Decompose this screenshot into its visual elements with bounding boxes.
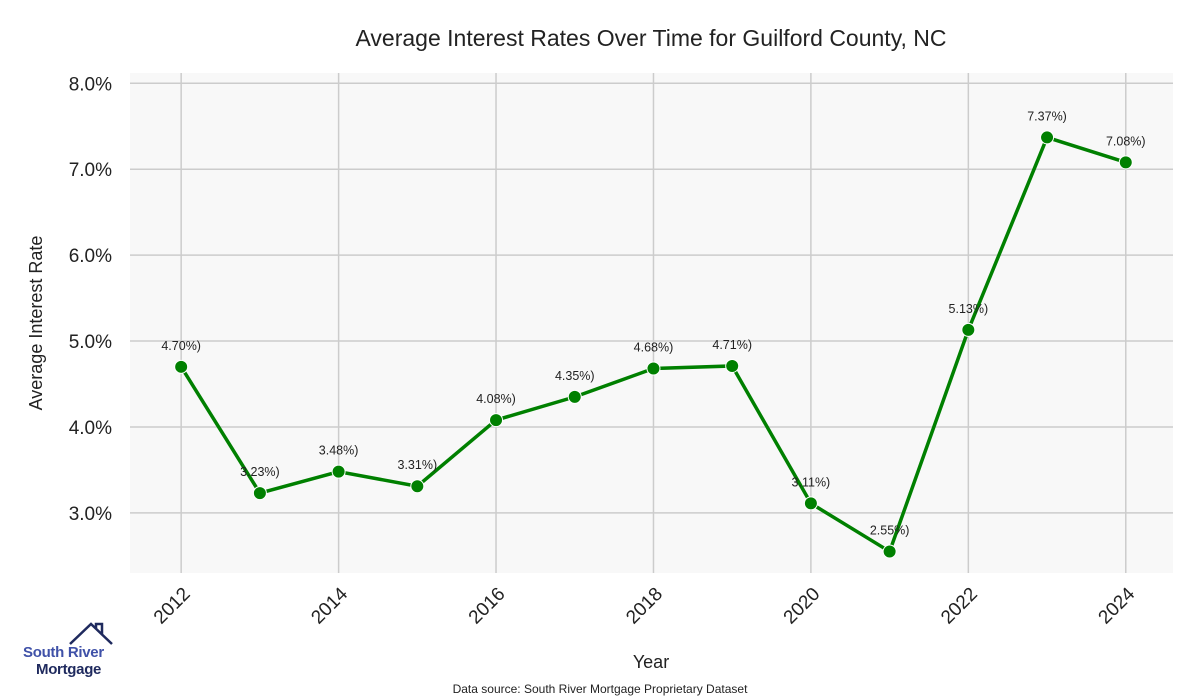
data-label: 3.11%) [792,475,831,489]
data-point [882,544,897,559]
data-point [331,464,346,479]
data-source-note: Data source: South River Mortgage Propri… [453,682,748,696]
y-tick-label: 8.0% [69,74,112,95]
data-label: 4.71%) [712,338,752,352]
data-point [174,359,189,374]
data-point [1040,130,1055,145]
x-axis-label: Year [633,652,669,672]
x-tick-label: 2024 [1095,583,1140,628]
y-tick-label: 5.0% [69,332,112,353]
data-point [1118,155,1133,170]
x-tick-label: 2012 [150,584,195,629]
y-tick-label: 3.0% [69,504,112,525]
data-point [803,496,818,511]
data-point [489,413,504,428]
y-axis-label: Average Interest Rate [26,236,46,411]
data-label: 2.55%) [870,524,910,538]
data-point [646,361,661,376]
x-tick-label: 2018 [622,584,667,629]
data-label: 4.35%) [555,369,595,383]
data-label: 7.37%) [1027,109,1067,123]
x-tick-label: 2016 [465,584,510,629]
logo-line-2: Mortgage [36,661,102,678]
south-river-mortgage-logo: South River Mortgage [20,622,115,682]
x-tick-label: 2014 [307,583,352,628]
data-point [725,358,740,373]
data-points [174,130,1133,559]
house-roof-icon [69,622,113,645]
data-label: 3.48%) [319,444,359,458]
data-point [410,479,425,494]
data-point [252,486,267,501]
data-label: 3.31%) [398,458,438,472]
chart-title: Average Interest Rates Over Time for Gui… [356,25,947,51]
data-point [961,322,976,337]
data-label: 4.68%) [634,341,674,355]
y-tick-label: 4.0% [69,418,112,439]
grid [130,73,1173,573]
data-label: 7.08%) [1106,134,1146,148]
data-label: 4.08%) [476,392,516,406]
data-label: 4.70%) [161,339,201,353]
data-point [567,389,582,404]
data-label: 5.13%) [949,302,989,316]
data-label: 3.23%) [240,465,280,479]
logo-line-1: South River [23,644,104,661]
x-tick-label: 2020 [780,584,825,629]
x-tick-label: 2022 [937,584,982,629]
y-tick-label: 7.0% [69,160,112,181]
y-tick-label: 6.0% [69,246,112,267]
data-labels: 4.70%) 3.23%) 3.48%) 3.31%) 4.08%) 4.35%) 4.68… [161,109,1145,537]
plot-area [130,73,1173,573]
